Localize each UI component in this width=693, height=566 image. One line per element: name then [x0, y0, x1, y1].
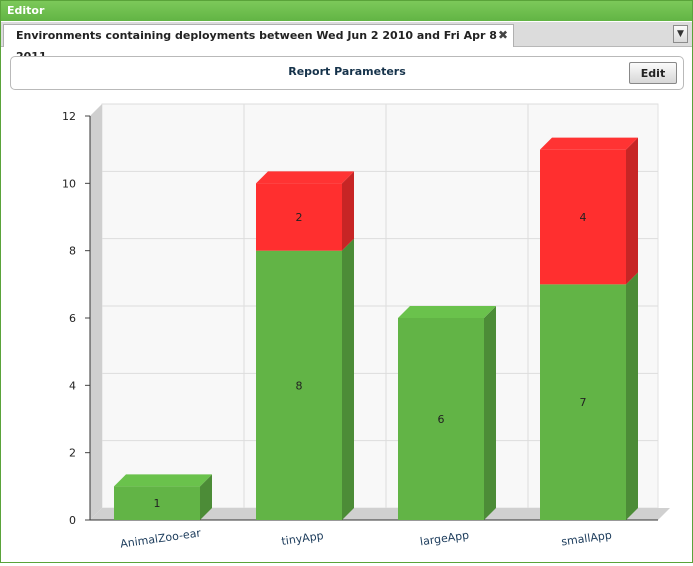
- chevron-down-icon[interactable]: ▼: [673, 25, 688, 43]
- bar-segment-top: [398, 306, 496, 318]
- data-label: 1: [154, 497, 161, 510]
- bar-segment-side: [484, 306, 496, 520]
- data-label: 7: [580, 396, 587, 409]
- x-tick-label: smallApp: [560, 529, 612, 549]
- y-tick-label: 8: [69, 245, 76, 258]
- stacked-bar-chart: 0 2 4 6 8 10 12 1 AnimalZoo-ear 8 2 tinyApp 6 largeAp…: [62, 103, 670, 551]
- tab-environments-report[interactable]: Environments containing deployments betw…: [3, 24, 514, 63]
- bar-segment: [540, 284, 626, 520]
- bar-segment: [256, 183, 342, 251]
- bar-segment: [398, 318, 484, 520]
- plot-floor: [90, 508, 670, 520]
- data-label: 6: [438, 413, 445, 426]
- plot-side-wall: [90, 104, 102, 520]
- data-label: 2: [296, 211, 303, 224]
- bar-segment-top: [114, 474, 212, 487]
- x-tick-label: largeApp: [419, 529, 470, 549]
- edit-button[interactable]: Edit: [629, 62, 677, 84]
- y-tick-label: 12: [62, 110, 76, 123]
- bar-segment: [540, 149, 626, 285]
- bar-segment: [256, 250, 342, 520]
- x-tick-label: AnimalZoo-ear: [119, 526, 202, 550]
- bar-segment-top: [256, 171, 354, 184]
- y-tick-label: 10: [62, 177, 76, 190]
- bar-segment-side: [626, 272, 638, 520]
- y-tick-label: 2: [69, 447, 76, 460]
- bar-segment: [114, 486, 200, 520]
- report-parameters-panel: Report Parameters Edit: [10, 56, 684, 90]
- y-tick-label: 0: [69, 514, 76, 527]
- bar-segment-top: [540, 137, 638, 150]
- data-label: 8: [296, 379, 303, 392]
- editor-title: Editor: [1, 1, 692, 21]
- tab-strip: Environments containing deployments betw…: [1, 22, 692, 63]
- report-parameters-title: Report Parameters: [288, 65, 406, 78]
- data-label: 4: [580, 211, 587, 224]
- bar-segment-side: [626, 137, 638, 285]
- y-tick-label: 4: [69, 379, 76, 392]
- bar-segment-side: [342, 238, 354, 520]
- y-tick-label: 6: [69, 312, 76, 325]
- close-icon[interactable]: ✖: [497, 28, 508, 42]
- x-tick-label: tinyApp: [281, 529, 325, 548]
- bar-segment-side: [342, 171, 354, 251]
- chart-container: 0 2 4 6 8 10 12 1 AnimalZoo-ear 8 2 tinyApp 6 largeAp…: [1, 96, 692, 566]
- bar-segment-side: [200, 474, 212, 520]
